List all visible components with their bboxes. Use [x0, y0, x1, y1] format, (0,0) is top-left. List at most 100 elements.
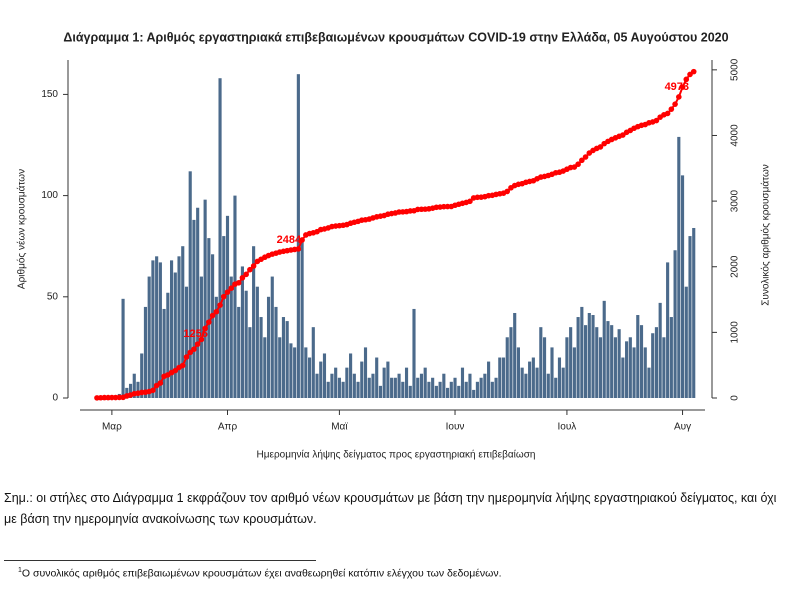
bar [307, 357, 312, 398]
line-point [250, 263, 257, 269]
bar [531, 357, 535, 398]
bar [625, 341, 629, 398]
line-point [191, 346, 197, 353]
bar [542, 337, 547, 398]
bar [330, 373, 334, 398]
line-point [247, 266, 253, 273]
bar [404, 367, 409, 398]
chart-title: Διάγραμμα 1: Αριθμός εργαστηριακά επιβεβ… [63, 30, 728, 44]
y2-tick-label: 5000 [730, 58, 741, 81]
bar [587, 312, 591, 398]
bar [311, 327, 315, 398]
bar [128, 383, 133, 398]
bar [457, 385, 461, 398]
bar [274, 306, 278, 398]
bar [166, 292, 170, 398]
bar [184, 286, 189, 398]
x-tick-label: Ιουλ [558, 422, 577, 433]
line-point [243, 271, 249, 278]
bar [143, 306, 148, 398]
bar [192, 219, 196, 398]
bar [322, 353, 327, 398]
bar [584, 325, 588, 398]
bar [263, 337, 267, 398]
line-point [206, 319, 212, 325]
bar [636, 315, 640, 398]
bar [177, 256, 181, 398]
bar [244, 290, 248, 398]
line-point [150, 387, 156, 394]
line-point [664, 110, 671, 117]
bar [580, 306, 584, 398]
line-point [183, 354, 190, 360]
line-point [504, 188, 511, 195]
bar [371, 373, 375, 398]
bar [315, 373, 319, 398]
bar [259, 317, 263, 398]
bar [651, 333, 655, 398]
y-tick-label: 150 [41, 89, 58, 100]
bar [673, 250, 677, 398]
line-point [582, 154, 589, 160]
bar [211, 254, 215, 398]
footnote-rule [4, 560, 316, 561]
y2-axis-title: Συνολικός αριθμός κρουσμάτων [760, 164, 772, 306]
bar [218, 78, 222, 398]
bar [539, 327, 543, 398]
bar [188, 171, 192, 398]
bar [460, 367, 465, 398]
line-value-label: 2484 [277, 234, 302, 246]
bar [505, 337, 509, 398]
bar [132, 373, 136, 398]
line-point [194, 341, 201, 347]
bar [453, 377, 457, 398]
x-tick-label: Αυγ [674, 422, 691, 433]
bar [169, 260, 174, 398]
bar [632, 347, 636, 398]
bar [442, 373, 446, 398]
line-point [690, 68, 697, 75]
bar [300, 242, 304, 398]
bar [576, 317, 580, 398]
footnote-text: Ο συνολικός αριθμός επιβεβαιωμένων κρουσ… [21, 567, 502, 580]
bar [472, 389, 476, 398]
line-point [653, 117, 660, 124]
line-point [172, 367, 179, 374]
line-point [157, 380, 164, 386]
bar [158, 262, 162, 398]
bar [431, 377, 435, 398]
bar [293, 347, 297, 398]
bar [434, 385, 438, 398]
bar [516, 347, 521, 398]
bar [591, 315, 595, 398]
bar [214, 296, 218, 398]
bar [643, 347, 647, 398]
line-point [224, 289, 231, 295]
bar [680, 175, 685, 398]
bar [520, 367, 524, 398]
bar [248, 327, 252, 398]
line-point [209, 312, 216, 319]
line-point [672, 101, 678, 107]
bar [628, 337, 632, 398]
line-point [217, 302, 223, 308]
bar [181, 246, 185, 398]
bar [356, 381, 360, 398]
bar [669, 317, 673, 398]
footnote-marker: 1 [18, 567, 22, 574]
line-point [597, 144, 604, 150]
line-point [202, 325, 208, 332]
bar [140, 353, 144, 398]
bar [554, 377, 558, 398]
bar [483, 373, 487, 398]
y2-tick-label: 3000 [730, 190, 741, 213]
bar [207, 238, 211, 398]
bar [326, 381, 330, 398]
bar [427, 381, 431, 398]
y2-tick-label: 2000 [730, 255, 741, 278]
bar [408, 385, 412, 398]
bar [509, 327, 513, 398]
bar [229, 276, 233, 398]
bar [341, 381, 345, 398]
